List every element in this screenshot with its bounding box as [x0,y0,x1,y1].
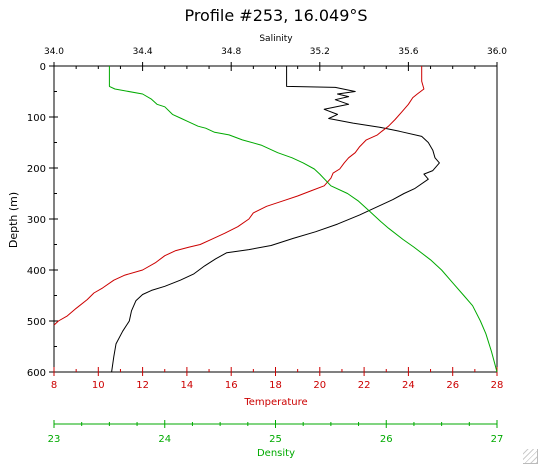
temperature-tick-label: 8 [51,380,57,391]
density-axis-label: Density [257,448,295,459]
depth-tick-label: 500 [27,317,46,328]
density-tick-label: 25 [269,434,282,445]
salinity-axis-label: Salinity [259,34,293,44]
temperature-tick-label: 22 [358,380,371,391]
salinity-tick-label: 34.8 [221,47,241,57]
salinity-profile-line [111,66,440,373]
depth-tick-label: 200 [27,164,46,175]
density-tick-label: 27 [491,434,504,445]
salinity-tick-label: 34.0 [44,47,64,57]
temperature-profile-line [53,66,425,326]
temperature-tick-label: 12 [136,380,149,391]
depth-tick-label: 100 [27,113,46,124]
plot-frame [53,65,498,373]
temperature-tick-label: 20 [313,380,326,391]
temperature-tick-label: 16 [225,380,238,391]
density-tick-label: 24 [158,434,171,445]
salinity-tick-label: 36.0 [487,47,507,57]
resize-grip[interactable] [523,449,538,464]
temperature-tick-label: 10 [92,380,105,391]
chart-title: Profile #253, 16.049°S [184,6,367,25]
depth-tick-label: 400 [27,266,46,277]
temperature-tick-label: 28 [491,380,504,391]
y-axis-label: Depth (m) [7,192,20,248]
depth-tick-label: 600 [27,368,46,379]
salinity-tick-label: 35.2 [310,47,330,57]
temperature-tick-label: 14 [181,380,194,391]
temperature-axis-label: Temperature [243,397,307,408]
density-tick-label: 23 [48,434,61,445]
salinity-tick-label: 34.4 [133,47,153,57]
depth-tick-label: 0 [40,62,46,73]
depth-tick-label: 300 [27,215,46,226]
salinity-tick-label: 35.6 [398,47,418,57]
density-profile-line [108,66,498,373]
temperature-tick-label: 18 [269,380,282,391]
temperature-tick-label: 26 [446,380,459,391]
density-tick-label: 26 [380,434,393,445]
temperature-tick-label: 24 [402,380,415,391]
